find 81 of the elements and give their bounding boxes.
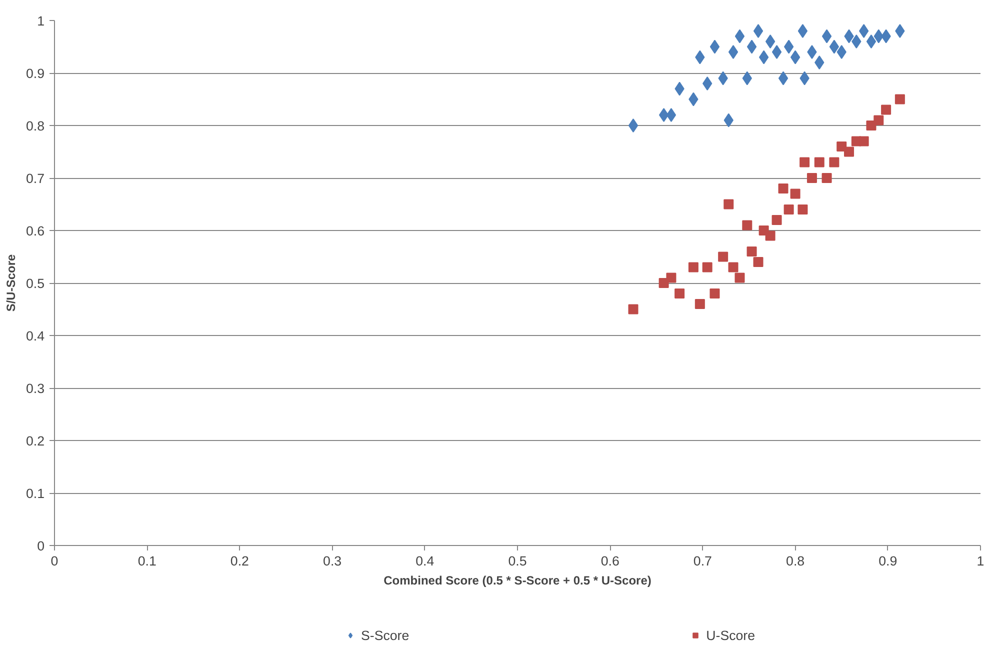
point: [765, 34, 776, 48]
point: [734, 29, 745, 44]
x-axis-title: Combined Score (0.5 * S-Score + 0.5 * U-Score): [384, 574, 652, 588]
point: [874, 115, 884, 126]
point: [724, 199, 734, 210]
legend-label: U-Score: [706, 628, 756, 642]
y-tick-label: 0.2: [26, 434, 45, 448]
point: [881, 104, 892, 115]
point: [666, 272, 676, 283]
point: [702, 76, 712, 90]
point: [710, 288, 720, 298]
point: [746, 40, 757, 54]
point: [800, 157, 810, 168]
y-axis-title: S/U-Score: [4, 254, 18, 312]
y-tick-label: 0.1: [26, 486, 45, 501]
x-tick-label: 0.2: [230, 554, 249, 568]
point: [746, 246, 757, 256]
point: [790, 188, 800, 199]
legend-label: S-Score: [361, 628, 410, 642]
point: [858, 24, 869, 38]
point: [829, 157, 840, 168]
y-tick-label: 0.7: [26, 171, 45, 186]
point: [807, 45, 817, 59]
point: [702, 262, 712, 272]
point: [858, 136, 869, 146]
point: [628, 118, 638, 132]
point: [836, 45, 846, 59]
x-tick-label: 0.1: [138, 554, 156, 568]
point: [778, 184, 788, 194]
point: [806, 173, 817, 183]
x-tick-label: 0.4: [416, 554, 435, 568]
point: [772, 45, 782, 59]
y-tick-label: 0.8: [26, 118, 45, 134]
point: [694, 299, 705, 309]
point: [753, 257, 764, 267]
point: [688, 262, 698, 272]
y-tick-label: 0.5: [26, 276, 45, 291]
point: [778, 71, 788, 86]
point: [790, 50, 800, 64]
point: [753, 24, 764, 38]
x-tick-label: 0.5: [508, 554, 527, 568]
point: [772, 215, 782, 225]
point: [852, 34, 862, 48]
point: [829, 40, 840, 54]
point: [784, 204, 794, 214]
x-tick-label: 0: [50, 554, 58, 568]
point: [895, 24, 905, 38]
y-tick-label: 0.3: [26, 381, 45, 396]
x-tick-label: 1: [976, 554, 984, 568]
point: [866, 34, 876, 48]
x-tick-label: 0.6: [600, 554, 620, 568]
y-tick-label: 0.4: [26, 328, 46, 344]
y-tick-label: 0.9: [26, 66, 45, 81]
x-tick-label: 0.7: [693, 554, 712, 568]
point: [798, 24, 808, 38]
x-tick-label: 0.9: [878, 554, 898, 568]
x-tick-label: 0.8: [786, 554, 805, 568]
point: [765, 230, 776, 241]
point: [758, 50, 769, 64]
point: [798, 204, 808, 214]
y-tick-label: 0: [37, 538, 45, 554]
point: [710, 40, 720, 54]
y-tick-label: 0.6: [26, 224, 45, 238]
point: [734, 272, 745, 283]
point: [784, 40, 794, 54]
point: [666, 108, 676, 122]
point: [822, 29, 832, 44]
point: [718, 252, 728, 262]
point: [742, 220, 752, 230]
point: [658, 108, 669, 122]
point: [894, 94, 905, 104]
point: [728, 262, 738, 272]
point: [844, 146, 854, 157]
point: [822, 173, 832, 183]
point: [628, 304, 638, 314]
point: [814, 157, 824, 168]
y-tick-label: 1: [37, 14, 45, 28]
point: [814, 56, 824, 70]
point: [728, 45, 738, 59]
x-tick-label: 0.3: [323, 554, 342, 568]
point: [674, 288, 685, 298]
